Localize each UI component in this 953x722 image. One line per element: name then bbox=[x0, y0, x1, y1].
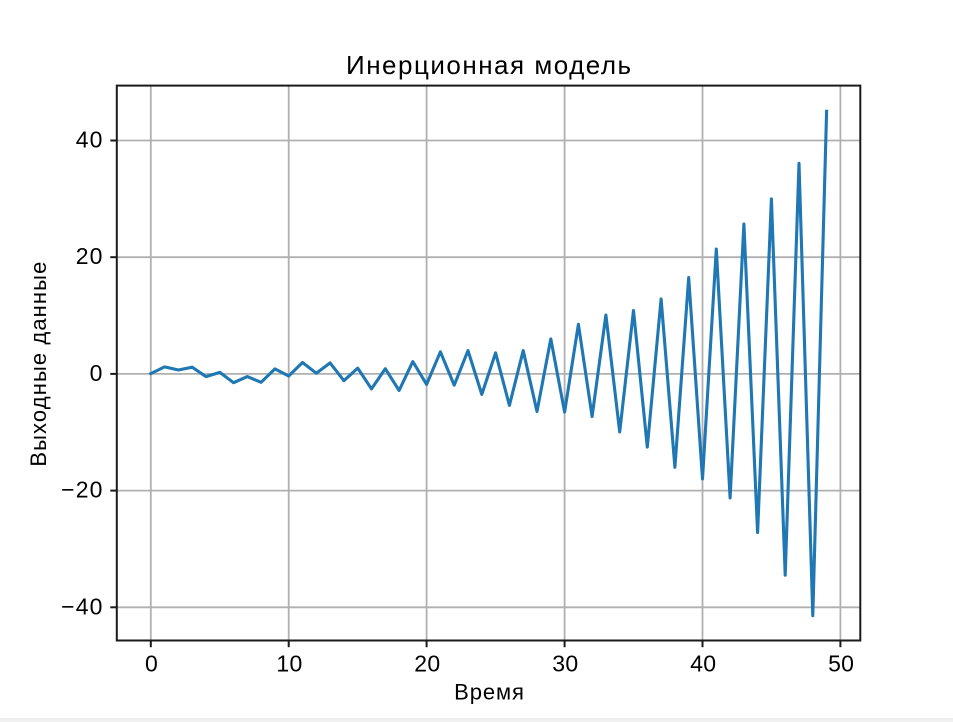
svg-text:Время: Время bbox=[454, 680, 525, 705]
svg-text:40: 40 bbox=[76, 127, 104, 153]
svg-text:10: 10 bbox=[276, 650, 302, 676]
svg-text:0: 0 bbox=[90, 360, 104, 386]
svg-text:Выходные данные: Выходные данные bbox=[26, 261, 51, 467]
svg-text:Инерционная модель: Инерционная модель bbox=[346, 50, 633, 80]
svg-text:20: 20 bbox=[76, 243, 104, 269]
svg-text:20: 20 bbox=[414, 650, 440, 676]
svg-text:0: 0 bbox=[145, 650, 158, 676]
svg-text:30: 30 bbox=[552, 650, 578, 676]
svg-text:−40: −40 bbox=[61, 593, 103, 619]
svg-text:50: 50 bbox=[828, 650, 854, 676]
svg-text:−20: −20 bbox=[61, 477, 103, 503]
svg-text:40: 40 bbox=[690, 650, 716, 676]
